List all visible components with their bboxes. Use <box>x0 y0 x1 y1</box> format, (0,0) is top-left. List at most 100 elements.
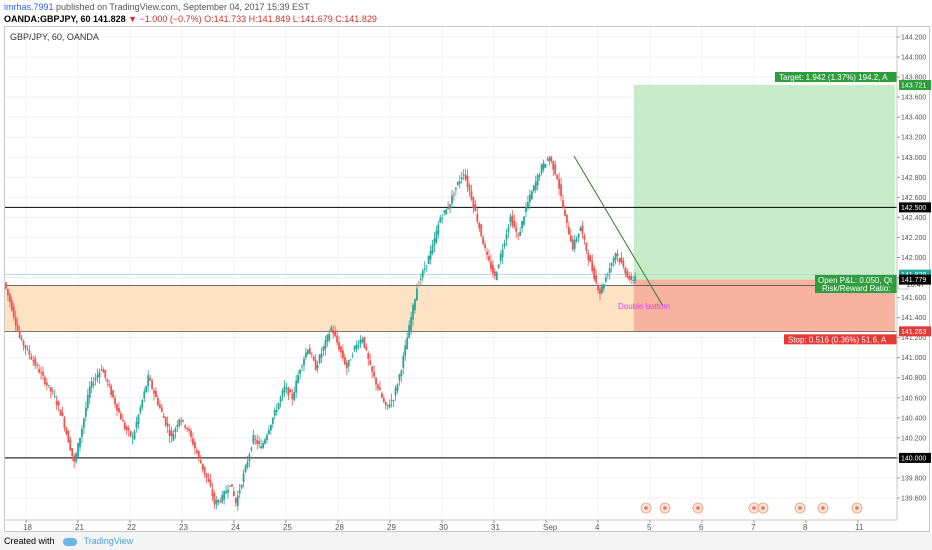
candle-body <box>614 253 617 260</box>
candle-body <box>79 437 81 448</box>
candle-body <box>488 256 490 261</box>
candle-body <box>538 174 541 177</box>
candle-body <box>269 424 272 431</box>
candle-body <box>398 374 401 381</box>
tradingview-brand-link[interactable]: TradingView <box>83 536 134 546</box>
double-bottom-annotation: Double bottom <box>618 302 670 311</box>
x-tick-label: 4 <box>595 523 600 532</box>
candle-body <box>544 164 547 168</box>
candle-body <box>482 237 485 245</box>
candle-body <box>55 400 58 405</box>
y-tick-label: 140.800 <box>901 375 926 382</box>
candle-body <box>369 360 372 365</box>
candle-body <box>491 264 494 274</box>
candle-body <box>180 420 183 422</box>
candle-body <box>394 388 397 396</box>
candle-body <box>22 340 25 346</box>
candle-body <box>273 410 276 416</box>
price-tag-label: 141.263 <box>901 329 926 336</box>
author-link[interactable]: imrhas.7991 <box>4 2 54 12</box>
candle-body <box>406 337 409 350</box>
candle-body <box>73 455 76 462</box>
candle-body <box>83 418 85 428</box>
ohlc-open: O:141.733 <box>204 14 247 24</box>
candle-body <box>5 282 7 289</box>
price-tag-label: 143.721 <box>901 83 926 90</box>
candle-body <box>256 440 259 445</box>
candle-body <box>232 491 235 496</box>
candle-body <box>338 342 340 350</box>
candle-body <box>556 174 559 180</box>
candle-body <box>314 359 317 371</box>
candle-body <box>114 397 116 405</box>
candle-body <box>98 371 101 378</box>
candle-body <box>326 335 329 342</box>
pnl-label-box <box>815 275 897 293</box>
candle-body <box>133 431 136 440</box>
candle-body <box>84 407 87 417</box>
x-tick-label: 24 <box>231 523 240 532</box>
candle-body <box>622 260 625 267</box>
stop-label-box <box>784 334 897 345</box>
candle-body <box>334 331 337 337</box>
candle-body <box>380 393 383 398</box>
candle-body <box>552 160 555 170</box>
event-marker-dot <box>821 506 825 510</box>
price-chart[interactable]: Double bottom Target: 1.942 (1.37%) 194.2… <box>0 0 932 532</box>
candle-body <box>211 489 214 497</box>
candle-body <box>632 280 635 282</box>
candle-body <box>497 264 500 268</box>
candle-body <box>143 391 146 399</box>
event-marker-dot <box>798 506 802 510</box>
candle-body <box>316 365 319 369</box>
event-marker-dot <box>696 506 700 510</box>
candle-body <box>548 157 551 162</box>
candle-body <box>328 333 331 341</box>
candle-body <box>14 317 17 326</box>
candle-body <box>390 400 393 402</box>
candle-body <box>94 378 97 381</box>
x-tick-label: 5 <box>647 523 652 532</box>
candle-body <box>616 253 619 257</box>
candle-body <box>24 345 27 349</box>
candle-body <box>402 355 405 368</box>
candle-body <box>628 275 631 280</box>
candle-body <box>184 425 187 428</box>
candle-body <box>244 465 247 473</box>
candle-body <box>431 245 434 254</box>
x-tick-label: Sep <box>543 523 558 532</box>
candle-body <box>291 393 294 400</box>
candle-body <box>417 285 420 287</box>
candle-body <box>110 385 113 395</box>
price-tag-box <box>899 326 931 337</box>
candle-body <box>351 355 354 357</box>
candle-body <box>517 234 520 236</box>
candle-body <box>589 255 592 262</box>
symbol-text: OANDA:GBPJPY, 60 <box>4 14 91 24</box>
candle-body <box>472 197 475 208</box>
candle-body <box>454 187 457 190</box>
x-tick-label: 30 <box>439 523 448 532</box>
candle-body <box>330 327 333 331</box>
candle-body <box>157 398 159 405</box>
candle-body <box>425 265 428 267</box>
candle-body <box>527 201 529 207</box>
x-tick-label: 21 <box>75 523 84 532</box>
candle-body <box>170 430 173 437</box>
price-tag-box <box>899 269 931 280</box>
candle-body <box>416 288 418 301</box>
y-tick-label: 143.200 <box>901 135 926 142</box>
candle-body <box>388 404 391 408</box>
candle-body <box>343 356 346 365</box>
candle-body <box>194 442 196 449</box>
x-tick-label: 11 <box>855 523 864 532</box>
footer-bar: Created with TradingView <box>0 532 932 550</box>
candle-body <box>118 408 120 413</box>
candle-body <box>347 360 350 367</box>
candle-body <box>120 413 122 420</box>
open-pnl-label: Open P&L: 0.050, Qt <box>818 276 893 285</box>
candle-body <box>320 353 323 358</box>
y-tick-label: 140.600 <box>901 395 926 402</box>
candle-body <box>306 349 309 354</box>
candle-body <box>71 448 74 456</box>
